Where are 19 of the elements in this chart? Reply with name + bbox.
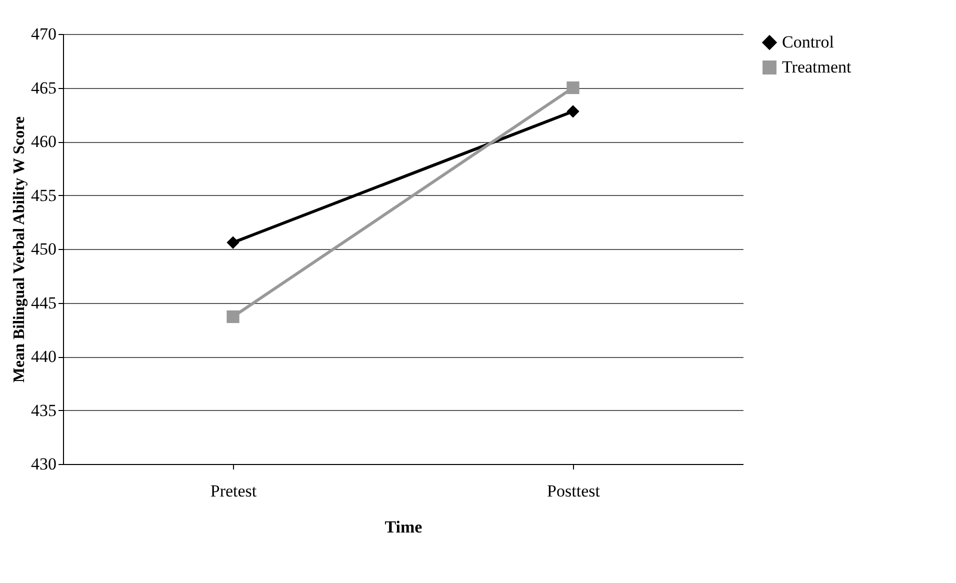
y-tick-label: 465 [31, 78, 56, 98]
x-tick-label: Pretest [210, 482, 257, 500]
x-axis-title: Time [384, 518, 423, 536]
y-tick-label: 435 [31, 400, 56, 420]
y-tick-label: 460 [31, 132, 56, 151]
y-tick-label: 450 [31, 240, 56, 258]
y-tick-label: 430 [31, 454, 56, 474]
y-tick-label: 440 [31, 347, 56, 366]
legend-label: Control [782, 32, 834, 52]
y-axis-title: Mean Bilingual Verbal Ability W Score [11, 116, 28, 383]
x-tick-label: Posttest [547, 482, 600, 500]
legend-label: Treatment [782, 58, 852, 76]
point [226, 236, 240, 249]
y-tick-label: 470 [31, 24, 56, 44]
point [566, 81, 580, 94]
y-tick-label: 445 [31, 293, 56, 312]
y-tick-label: 455 [31, 186, 56, 205]
point [566, 105, 580, 118]
point [226, 310, 240, 324]
